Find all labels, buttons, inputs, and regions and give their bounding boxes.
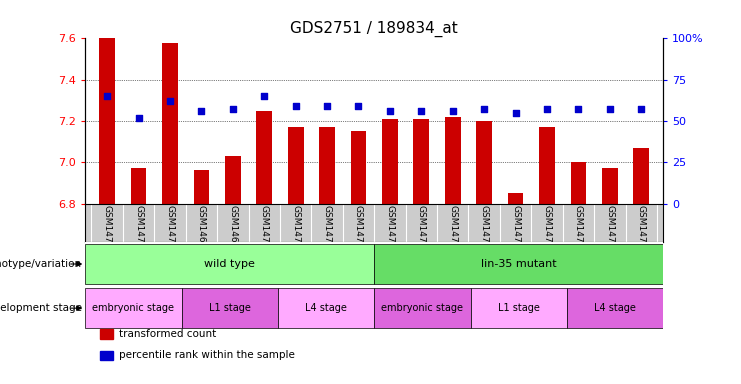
Bar: [476, 121, 492, 204]
Text: GSM147341: GSM147341: [134, 205, 143, 260]
Text: GSM147337: GSM147337: [574, 205, 583, 260]
Text: development stage: development stage: [0, 303, 82, 313]
Bar: [99, 38, 115, 204]
Point: [604, 106, 616, 113]
Bar: [182, 288, 278, 328]
Bar: [85, 288, 182, 328]
Bar: [382, 119, 398, 204]
Bar: [374, 288, 471, 328]
Text: embryonic stage: embryonic stage: [382, 303, 463, 313]
Text: lin-35 mutant: lin-35 mutant: [481, 259, 556, 269]
Text: wild type: wild type: [205, 259, 255, 269]
Point: [384, 108, 396, 114]
Bar: [278, 288, 374, 328]
Text: GSM147333: GSM147333: [542, 205, 551, 260]
Text: GSM147346: GSM147346: [448, 205, 457, 260]
Text: genotype/variation: genotype/variation: [0, 259, 82, 269]
Bar: [162, 43, 178, 204]
Bar: [319, 127, 335, 204]
Title: GDS2751 / 189834_at: GDS2751 / 189834_at: [290, 21, 458, 37]
Text: GSM147340: GSM147340: [103, 205, 112, 260]
Bar: [571, 162, 586, 204]
Bar: [256, 111, 272, 204]
Text: GSM146422: GSM146422: [197, 205, 206, 260]
Point: [510, 109, 522, 116]
Bar: [85, 244, 374, 284]
Bar: [288, 127, 304, 204]
Point: [164, 98, 176, 104]
Bar: [634, 148, 649, 204]
Point: [102, 93, 113, 99]
Bar: [225, 156, 241, 204]
Bar: [445, 117, 461, 204]
Point: [196, 108, 207, 114]
Point: [259, 93, 270, 99]
Point: [133, 114, 144, 121]
Text: L1 stage: L1 stage: [209, 303, 250, 313]
Text: GSM147335: GSM147335: [322, 205, 331, 260]
Text: percentile rank within the sample: percentile rank within the sample: [119, 350, 294, 360]
Text: GSM146423: GSM146423: [228, 205, 237, 260]
Bar: [350, 131, 366, 204]
Bar: [413, 119, 429, 204]
Text: L4 stage: L4 stage: [594, 303, 636, 313]
Point: [353, 103, 365, 109]
Text: L1 stage: L1 stage: [498, 303, 539, 313]
Text: GSM147344: GSM147344: [385, 205, 394, 260]
Text: GSM147332: GSM147332: [511, 205, 520, 260]
Bar: [567, 288, 663, 328]
Text: embryonic stage: embryonic stage: [93, 303, 174, 313]
Text: GSM147338: GSM147338: [605, 205, 614, 260]
Text: GSM147331: GSM147331: [479, 205, 488, 260]
Point: [227, 106, 239, 113]
Bar: [602, 169, 618, 204]
Text: GSM147334: GSM147334: [291, 205, 300, 260]
Bar: [130, 169, 147, 204]
Point: [541, 106, 553, 113]
Point: [478, 106, 490, 113]
Bar: [374, 244, 663, 284]
Point: [573, 106, 585, 113]
Point: [321, 103, 333, 109]
Text: transformed count: transformed count: [119, 329, 216, 339]
Text: GSM147342: GSM147342: [165, 205, 175, 260]
Point: [290, 103, 302, 109]
Bar: [193, 170, 209, 204]
Bar: [539, 127, 555, 204]
Text: GSM147345: GSM147345: [417, 205, 426, 260]
Point: [447, 108, 459, 114]
Bar: [508, 193, 523, 204]
Text: GSM147330: GSM147330: [260, 205, 269, 260]
Text: GSM147339: GSM147339: [637, 205, 645, 260]
Bar: [471, 288, 567, 328]
Text: GSM147336: GSM147336: [354, 205, 363, 260]
Point: [416, 108, 428, 114]
Point: [635, 106, 647, 113]
Text: L4 stage: L4 stage: [305, 303, 347, 313]
